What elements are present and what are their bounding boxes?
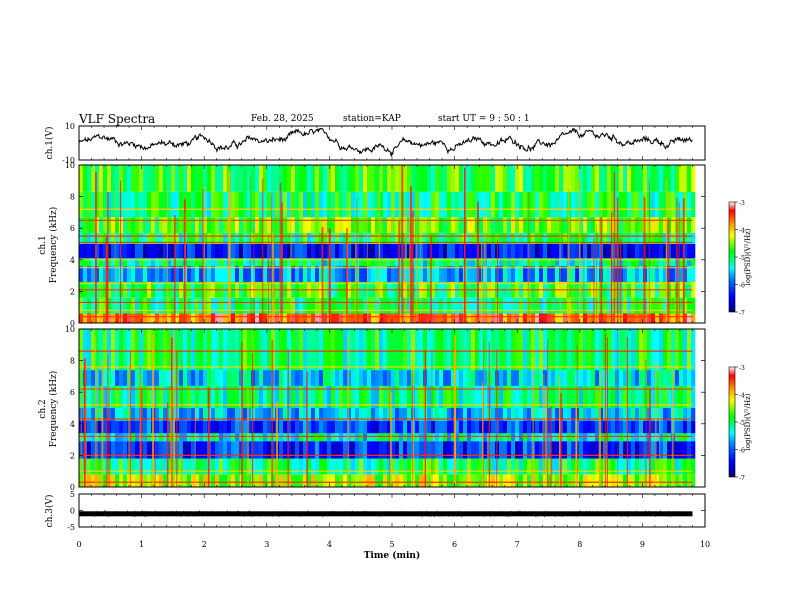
y-tick-label: 4	[70, 420, 75, 429]
colorbar-tick-label: -4	[739, 228, 745, 235]
colorbar-ticks: -3 -4 -5 -6 -7 -3 -4 -5 -6 -7	[735, 200, 745, 482]
y-tick-label: -5	[67, 523, 75, 532]
x-tick-label: 7	[515, 540, 520, 549]
figure-title: VLF Spectra	[79, 112, 156, 126]
y-tick-label: 6	[70, 224, 75, 233]
x-tick-label: 4	[327, 540, 332, 549]
y-tick-label: 2	[70, 287, 75, 296]
panel-frame	[78, 493, 706, 528]
x-tick-label: 10	[700, 540, 710, 549]
spectrogram-band	[79, 313, 696, 323]
sferic-streaks	[80, 330, 674, 487]
y-tick-label: 2	[70, 451, 75, 460]
y-tick-label: -10	[62, 156, 75, 165]
ch1-waveform-line	[78, 127, 693, 157]
y-tick-label: 0	[70, 507, 75, 516]
y-tick-label: 0	[70, 483, 75, 492]
ch1-spectrogram-panel	[79, 165, 696, 323]
ch1-channel-label: ch.1	[38, 235, 48, 254]
ch2-colorbar-label: log(PSD)(V²/Hz)	[744, 393, 752, 450]
y-tick-label: 8	[70, 357, 75, 366]
x-tick-label: 3	[264, 540, 269, 549]
colorbar-tick-label: -3	[739, 200, 745, 207]
y-tick-label: 4	[70, 256, 75, 265]
ch1-freq-ylabel: Frequency (kHz)	[48, 207, 59, 284]
y-tick-label: 10	[65, 122, 75, 131]
ch2-channel-label: ch.2	[38, 399, 48, 418]
y-tick-label: 6	[70, 388, 75, 397]
y-tick-label: 10	[65, 161, 75, 170]
colorbar-tick-label: -6	[739, 283, 745, 290]
ch3-waveform-band	[79, 511, 693, 517]
y-tick-label: 8	[70, 193, 75, 202]
x-tick-label: 9	[640, 540, 645, 549]
spectrogram-band	[79, 191, 696, 218]
colorbar-tick-label: -7	[739, 475, 745, 482]
colorbar-tick-label: -4	[739, 393, 745, 400]
spectrogram-band	[79, 244, 696, 259]
ch1-waveform-panel	[78, 127, 693, 157]
ch1-ylabel: ch.1(V)	[44, 127, 55, 160]
x-tick-label: 5	[389, 540, 394, 549]
spectrogram-band	[79, 217, 696, 233]
colorbar-tick-label: -6	[739, 448, 745, 455]
ch2-colorbar	[728, 366, 736, 478]
ch1-colorbar	[728, 201, 736, 313]
spectrogram-band	[79, 258, 696, 267]
x-tick-label: 2	[202, 540, 207, 549]
x-axis-label: Time (min)	[364, 550, 421, 561]
ch2-freq-ylabel: Frequency (kHz)	[48, 371, 59, 448]
ch3-ylabel: ch.3(V)	[44, 495, 55, 528]
y-tick-label: 10	[65, 325, 75, 334]
x-tick-label: 6	[452, 540, 457, 549]
spectrogram-band	[79, 385, 696, 408]
spectrogram-band	[79, 165, 696, 192]
spectrogram-band	[79, 433, 696, 442]
date-label: Feb. 28, 2025	[251, 114, 314, 124]
spectrogram-band	[79, 232, 696, 244]
colorbar-tick-label: -5	[739, 255, 745, 262]
start-time-label: start UT = 9 : 50 : 1	[438, 114, 530, 124]
x-tick-label: 1	[139, 540, 144, 549]
colorbar-tick-label: -7	[739, 310, 745, 317]
panel-frame	[78, 125, 706, 161]
y-tick-label: 0	[70, 319, 75, 328]
x-tick-label: 8	[577, 540, 582, 549]
ch1-colorbar-label: log(PSD)(V²/Hz)	[744, 228, 752, 285]
colorbar-tick-label: -5	[739, 420, 745, 427]
station-label: station=KAP	[343, 114, 401, 124]
x-tick-label: 0	[76, 540, 81, 549]
ch2-spectrogram-panel	[79, 329, 696, 487]
spectrogram-band	[79, 458, 696, 475]
spectrogram-band	[79, 329, 696, 371]
y-tick-label: 5	[70, 490, 75, 499]
ch3-waveform-panel	[78, 509, 693, 518]
colorbar-tick-label: -3	[739, 365, 745, 372]
spectrogram-band	[79, 266, 696, 282]
sferic-streaks	[95, 165, 685, 323]
spectrogram-band	[79, 420, 696, 434]
spectrogram-band	[79, 297, 696, 314]
